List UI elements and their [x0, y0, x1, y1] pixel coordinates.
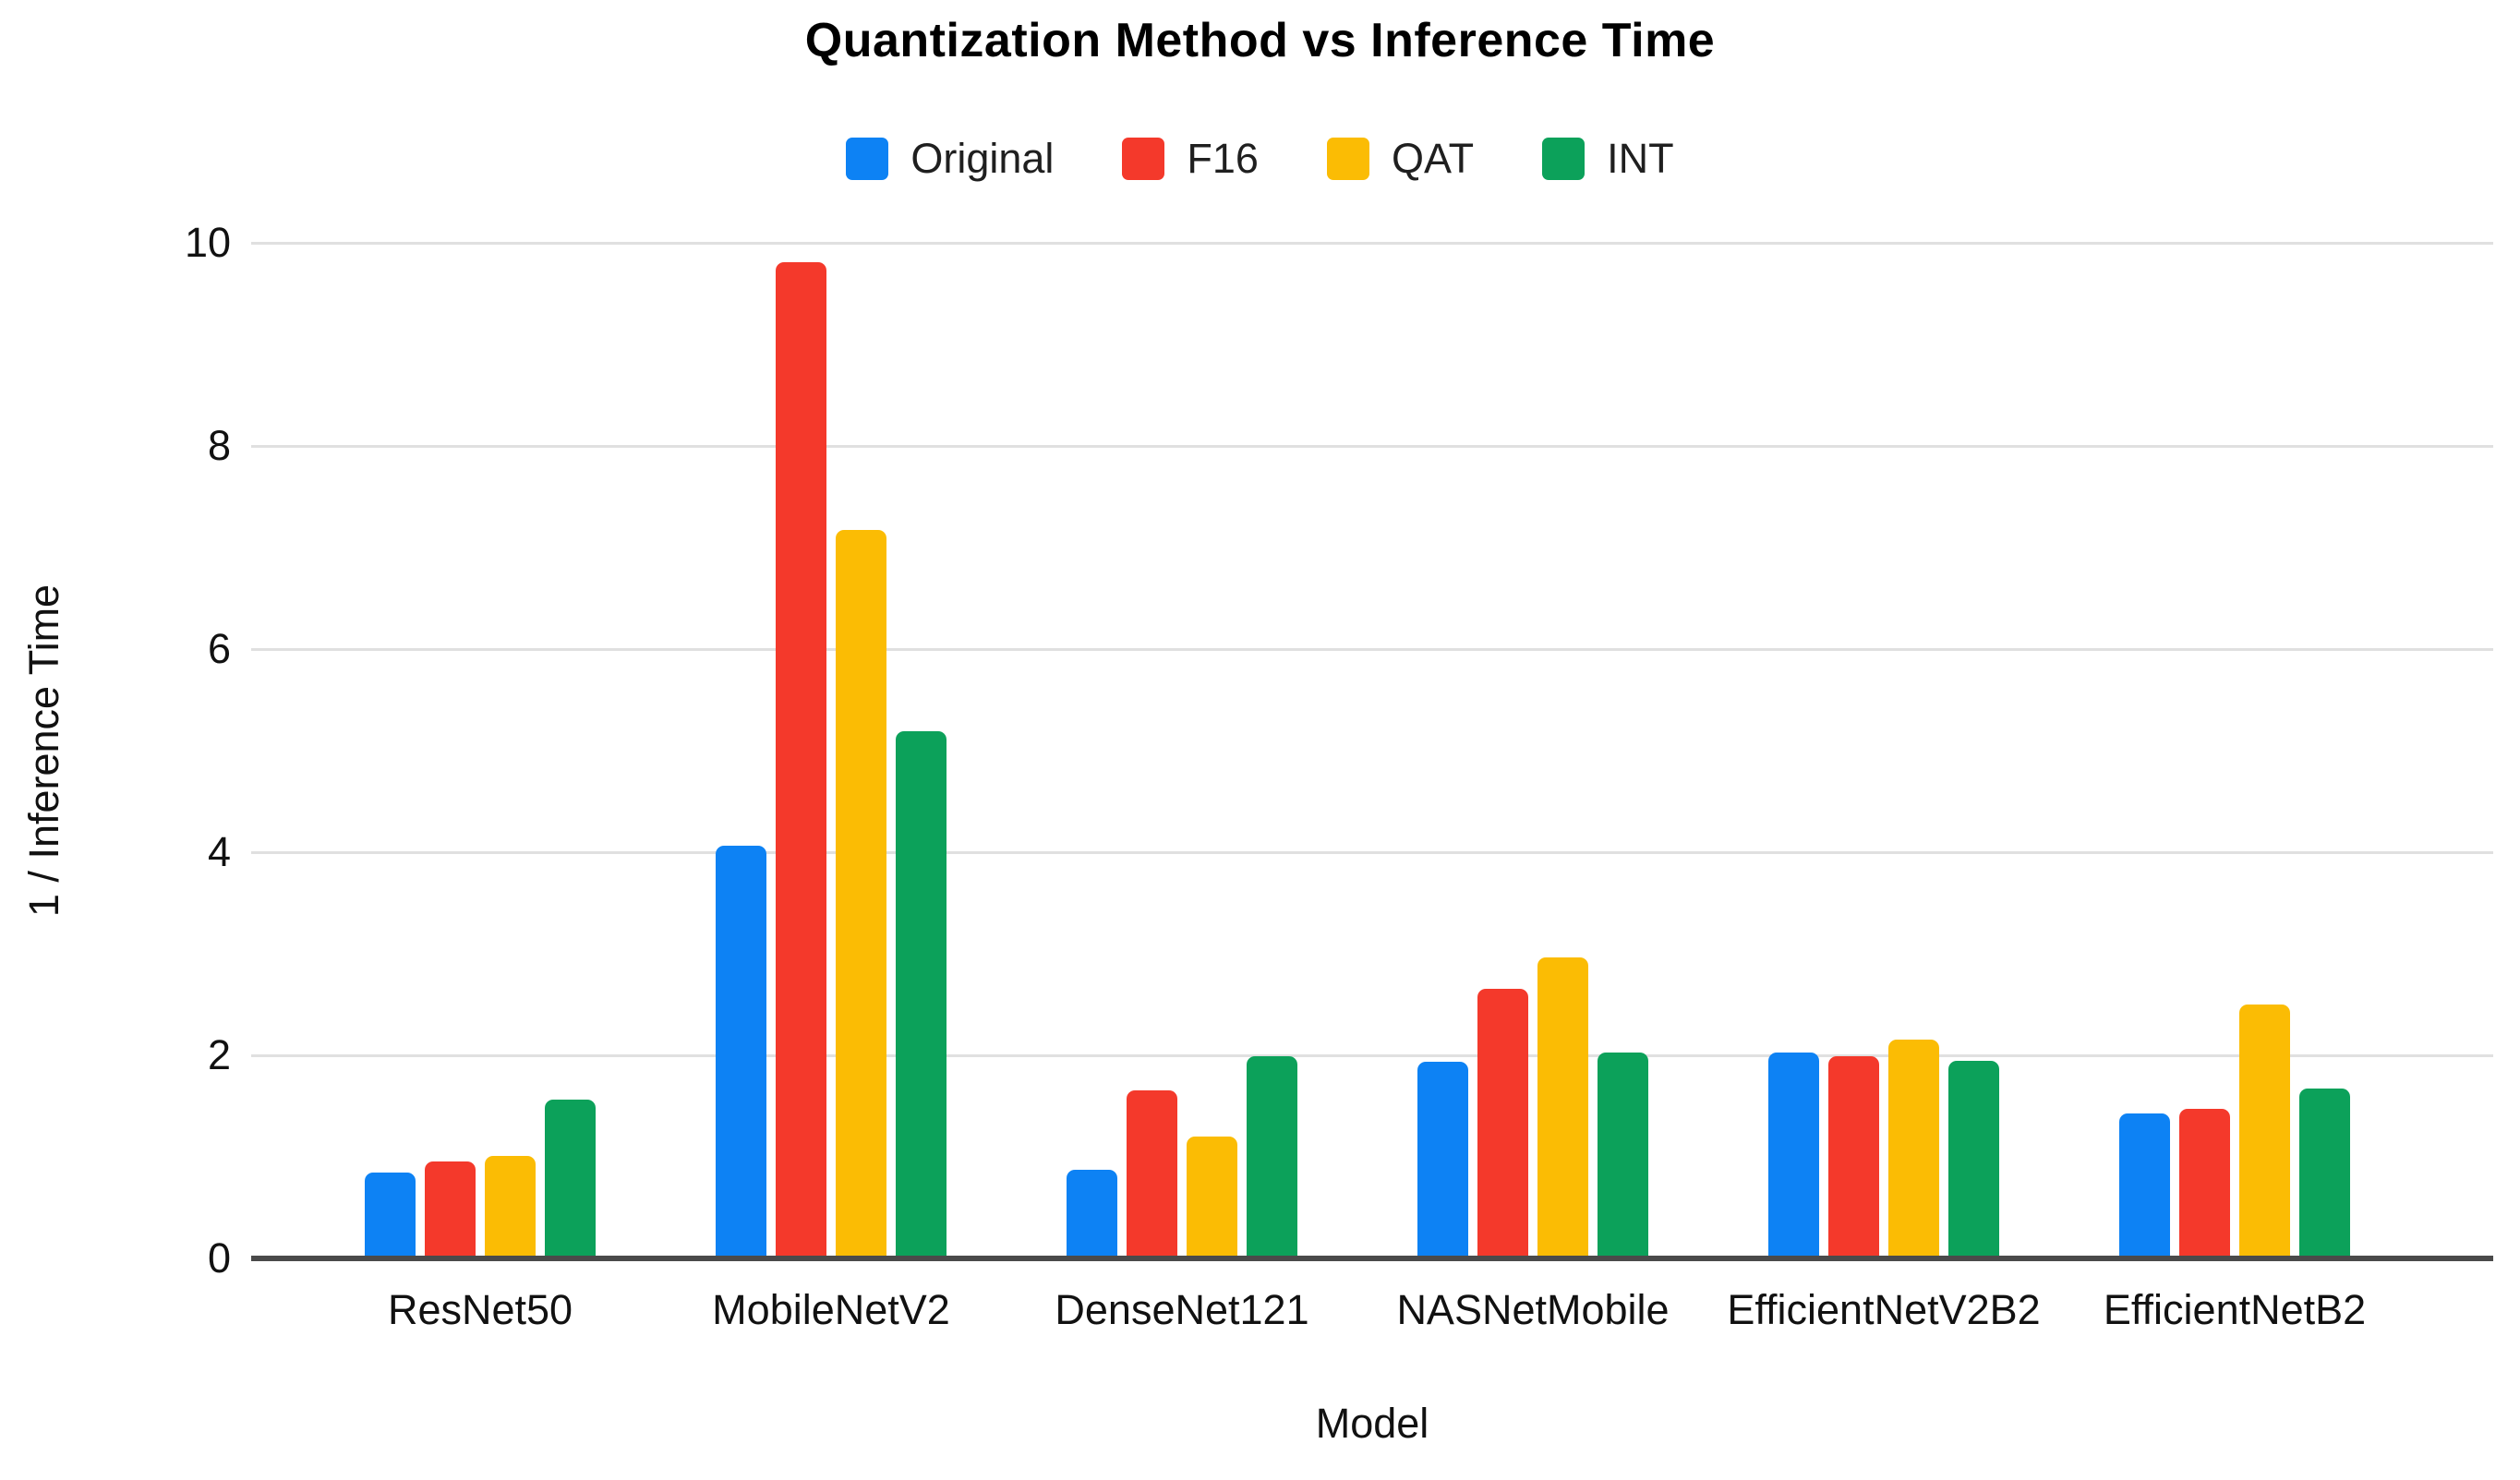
x-category-label: EfficientNetB2	[2103, 1286, 2367, 1333]
legend-swatch-icon	[1326, 138, 1369, 180]
y-axis-title: 1 / Inference Time	[20, 584, 67, 918]
legend-item-qat: QAT	[1326, 135, 1475, 183]
bar-f16-efficientnetb2	[2179, 1108, 2230, 1256]
bar-qat-nasnetmobile	[1537, 957, 1588, 1256]
bar-int-resnet50	[545, 1099, 596, 1256]
bar-f16-resnet50	[425, 1161, 476, 1256]
legend-label: QAT	[1391, 135, 1475, 182]
x-category-label: EfficientNetV2B2	[1727, 1286, 2041, 1333]
y-tick-label: 10	[184, 219, 231, 266]
y-tick-label: 4	[207, 828, 231, 875]
bar-qat-mobilenetv2	[836, 529, 886, 1256]
legend-item-original: Original	[846, 135, 1054, 183]
x-category-label: ResNet50	[387, 1286, 573, 1333]
x-category-label: NASNetMobile	[1396, 1286, 1670, 1333]
x-axis-title: Model	[1315, 1400, 1429, 1447]
bar-int-efficientnetv2b2	[1948, 1060, 1999, 1256]
bar-qat-efficientnetv2b2	[1888, 1039, 1939, 1256]
x-category-label: MobileNetV2	[712, 1286, 950, 1333]
bar-original-efficientnetb2	[2119, 1113, 2170, 1256]
bar-original-resnet50	[365, 1172, 416, 1256]
bar-original-densenet121	[1067, 1169, 1117, 1256]
x-category-label: DenseNet121	[1055, 1286, 1309, 1333]
legend-label: INT	[1607, 135, 1674, 182]
bar-int-mobilenetv2	[896, 731, 947, 1256]
gridline	[251, 241, 2493, 245]
gridline	[251, 1053, 2493, 1057]
gridline	[251, 647, 2493, 651]
chart-title: Quantization Method vs Inference Time	[804, 14, 1716, 67]
bar-f16-nasnetmobile	[1477, 988, 1528, 1256]
legend-item-int: INT	[1542, 135, 1674, 183]
legend-swatch-icon	[1542, 138, 1586, 180]
bar-original-nasnetmobile	[1417, 1061, 1468, 1256]
legend-item-f16: F16	[1122, 135, 1259, 183]
bar-int-densenet121	[1247, 1056, 1297, 1256]
bar-original-efficientnetv2b2	[1768, 1053, 1819, 1256]
bar-int-nasnetmobile	[1598, 1053, 1648, 1256]
y-tick-label: 2	[207, 1031, 231, 1078]
legend-label: F16	[1187, 135, 1259, 182]
bar-f16-efficientnetv2b2	[1828, 1056, 1879, 1256]
y-tick-label: 0	[207, 1234, 231, 1281]
gridline	[251, 444, 2493, 448]
legend-swatch-icon	[846, 138, 889, 180]
bar-original-mobilenetv2	[716, 845, 766, 1256]
gridline	[251, 850, 2493, 854]
x-axis-line	[251, 1256, 2493, 1261]
legend-label: Original	[910, 135, 1055, 182]
bar-qat-efficientnetb2	[2239, 1005, 2290, 1256]
bar-f16-densenet121	[1127, 1089, 1177, 1256]
bar-int-efficientnetb2	[2299, 1088, 2350, 1256]
bar-qat-resnet50	[485, 1156, 536, 1256]
bar-qat-densenet121	[1187, 1137, 1237, 1256]
legend-swatch-icon	[1122, 138, 1165, 180]
y-tick-label: 8	[207, 422, 231, 469]
bar-f16-mobilenetv2	[776, 262, 826, 1256]
chart-legend: Original F16 QAT INT	[0, 135, 2520, 183]
y-tick-label: 6	[207, 625, 231, 672]
